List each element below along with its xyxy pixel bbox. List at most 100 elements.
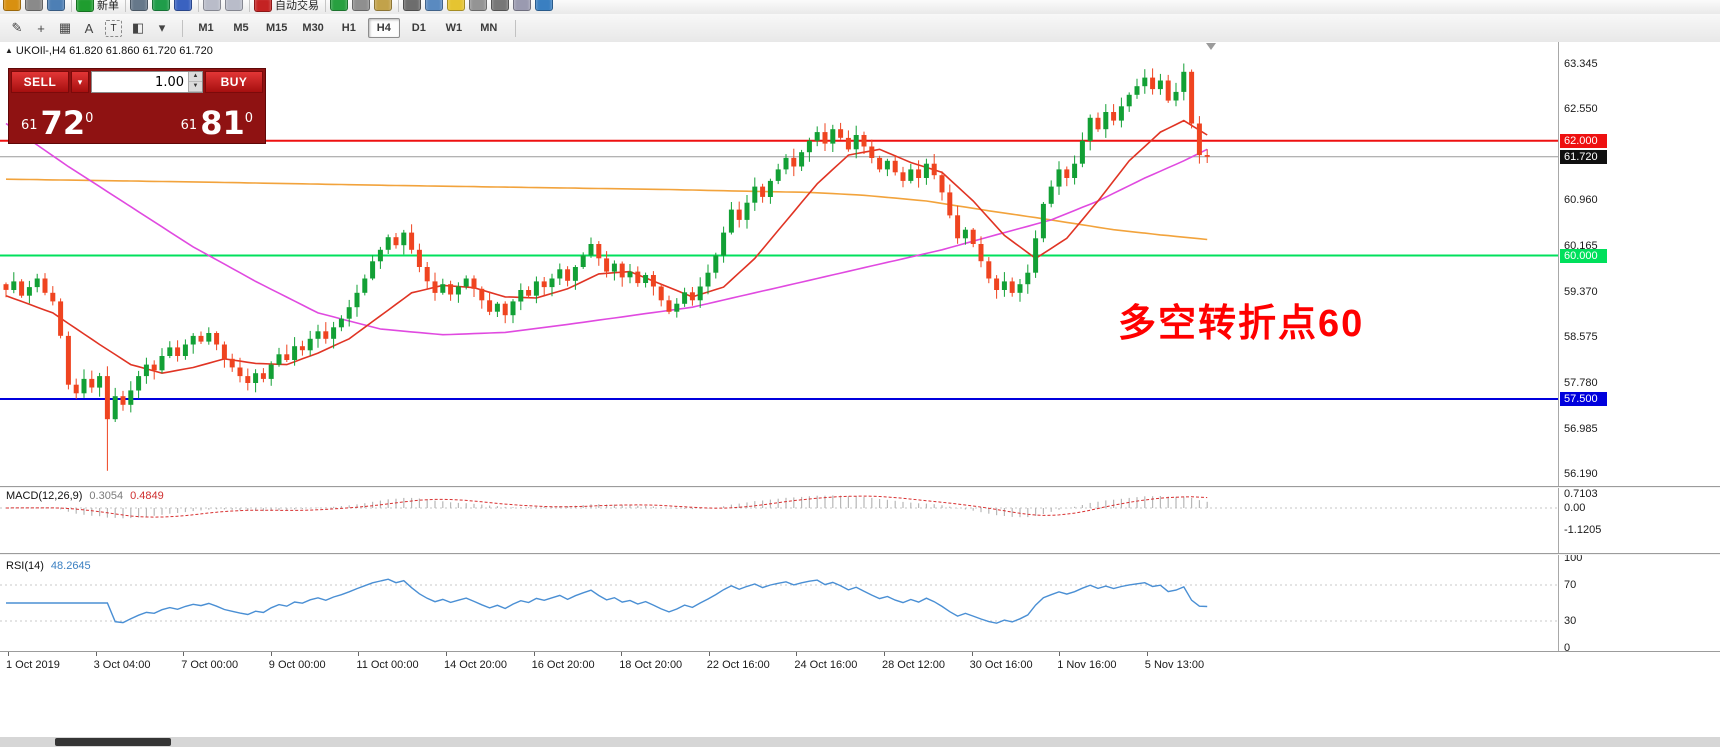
volume-increase-button[interactable]: ▲ bbox=[189, 72, 202, 82]
candle-body bbox=[994, 278, 1000, 290]
timeframe-h1[interactable]: H1 bbox=[341, 22, 356, 34]
top-toolbar: 新单 自动交易 bbox=[0, 0, 1720, 15]
market-watch-icon[interactable] bbox=[47, 0, 65, 11]
time-axis-label: 16 Oct 20:00 bbox=[531, 659, 595, 671]
one-click-trading-panel: SELL ▾ 1.00 ▲ ▼ BUY 61 72 0 61 81 0 bbox=[8, 68, 266, 144]
chart-area[interactable]: ▲ UKOIl-,H4 61.820 61.860 61.720 61.720 S… bbox=[0, 42, 1558, 652]
time-axis-tick bbox=[971, 652, 973, 656]
price-tick: 63.345 bbox=[1564, 57, 1598, 70]
candle-body bbox=[346, 307, 352, 319]
trade-panel-dropdown-button[interactable]: ▾ bbox=[71, 71, 89, 93]
terminal-window-icon[interactable] bbox=[403, 0, 421, 11]
sell-button[interactable]: SELL bbox=[11, 71, 69, 93]
time-axis-tick bbox=[796, 652, 798, 656]
timeframe-h4[interactable]: H4 bbox=[367, 18, 400, 38]
fullscreen-icon bbox=[491, 0, 509, 11]
timeframe-m15[interactable]: M15 bbox=[266, 22, 288, 34]
chart-shift-marker-icon[interactable] bbox=[1206, 43, 1216, 50]
time-axis-tick bbox=[884, 652, 885, 656]
zoom-in-icon[interactable] bbox=[203, 0, 221, 11]
tools-toolbar: ✎ + ▦ A T ◧ ▾ M1 M5 M15 M30 H1 H4 D1 W1 MN bbox=[0, 14, 1720, 43]
price-tag-60.000: 60.000 bbox=[1560, 248, 1607, 263]
time-axis[interactable]: 1 Oct 2019 3 Oct 04:00 7 Oct 00:00 9 Oct 00… bbox=[0, 651, 1720, 677]
candle-body bbox=[931, 163, 937, 176]
new-order-icon bbox=[76, 0, 94, 12]
help-icon[interactable] bbox=[535, 0, 553, 11]
templates-icon[interactable] bbox=[374, 0, 392, 11]
bid-price-big: 72 bbox=[40, 104, 86, 142]
bar-chart-icon[interactable] bbox=[130, 0, 148, 11]
timeframe-list-icon[interactable] bbox=[352, 0, 370, 11]
new-chart-icon[interactable] bbox=[3, 0, 21, 11]
fullscreen-icon[interactable] bbox=[491, 0, 509, 11]
metaeditor-icon[interactable] bbox=[447, 0, 465, 11]
indicators-icon[interactable] bbox=[330, 0, 348, 11]
autotrading-icon[interactable]: 自动交易 bbox=[254, 0, 319, 13]
timeframe-m30[interactable]: M30 bbox=[302, 22, 324, 34]
ask-price: 61 81 0 bbox=[180, 107, 253, 139]
candle-body bbox=[705, 272, 711, 287]
cursor-pencil-icon[interactable]: ✎ bbox=[11, 20, 23, 35]
macd-scale-tick: -1.1205 bbox=[1564, 524, 1602, 537]
candle-body bbox=[159, 356, 165, 371]
grid-style-icon[interactable]: ▦ bbox=[58, 20, 72, 35]
macd-panel-separator[interactable] bbox=[0, 486, 1720, 488]
candle-body bbox=[128, 390, 134, 405]
chevron-down-icon: ▾ bbox=[77, 76, 83, 87]
rsi-scale-tick: 70 bbox=[1564, 579, 1577, 591]
timeframe-d1[interactable]: D1 bbox=[411, 22, 426, 34]
ask-price-sup: 0 bbox=[244, 111, 253, 126]
candle-body bbox=[1009, 281, 1015, 293]
candle-body bbox=[588, 244, 594, 256]
metaeditor-icon bbox=[447, 0, 465, 11]
candle-body bbox=[175, 347, 181, 356]
ask-price-small: 61 bbox=[180, 118, 198, 133]
candle-body bbox=[471, 278, 477, 289]
timeframe-w1[interactable]: W1 bbox=[445, 22, 463, 34]
candle-body bbox=[806, 140, 812, 153]
candle-body bbox=[861, 135, 867, 147]
candle-body bbox=[260, 373, 266, 379]
candle-body bbox=[1072, 163, 1078, 178]
time-axis-tick bbox=[95, 652, 97, 656]
options-icon bbox=[469, 0, 487, 11]
timeframe-mn[interactable]: MN bbox=[480, 22, 498, 34]
new-order-icon[interactable]: 新单 bbox=[76, 0, 119, 13]
bottom-strip bbox=[0, 737, 1720, 747]
line-chart-icon[interactable] bbox=[174, 0, 192, 11]
time-axis-tick bbox=[708, 652, 710, 656]
text-tool-icon[interactable]: A bbox=[84, 20, 94, 36]
price-tick: 57.780 bbox=[1564, 376, 1598, 389]
timeframe-m1[interactable]: M1 bbox=[198, 22, 214, 34]
shapes-tool-icon[interactable]: ◧ bbox=[131, 20, 145, 35]
time-axis-label: 24 Oct 16:00 bbox=[794, 659, 858, 671]
shapes-dropdown-icon[interactable]: ▾ bbox=[158, 20, 166, 35]
candle-body bbox=[869, 146, 875, 158]
bar-chart-icon bbox=[130, 0, 148, 11]
time-axis-tick bbox=[1146, 652, 1148, 656]
zoom-out-icon[interactable] bbox=[225, 0, 243, 11]
volume-field[interactable]: 1.00 ▲ ▼ bbox=[91, 71, 203, 93]
candlestick-chart-icon[interactable] bbox=[152, 0, 170, 11]
candle-body bbox=[830, 129, 836, 144]
macd-name: MACD(12,26,9) bbox=[6, 490, 83, 502]
strategy-tester-icon[interactable] bbox=[425, 0, 443, 11]
crosshair-icon[interactable]: + bbox=[37, 20, 45, 36]
label-tool-icon[interactable]: T bbox=[105, 19, 122, 37]
symbol-ohlc-text: UKOIl-,H4 61.820 61.860 61.720 61.720 bbox=[15, 45, 213, 57]
price-tick: 59.370 bbox=[1564, 285, 1598, 298]
candle-body bbox=[455, 286, 461, 295]
tile-windows-icon[interactable] bbox=[513, 0, 531, 11]
candle-body bbox=[331, 327, 337, 339]
buy-button[interactable]: BUY bbox=[205, 71, 263, 93]
candle-body bbox=[112, 396, 118, 420]
options-icon[interactable] bbox=[469, 0, 487, 11]
chart-profiles-icon[interactable] bbox=[25, 0, 43, 11]
rsi-panel-separator[interactable] bbox=[0, 553, 1720, 555]
volume-decrease-button[interactable]: ▼ bbox=[189, 82, 202, 92]
time-axis-label: 18 Oct 20:00 bbox=[619, 659, 683, 671]
terminal-window-icon bbox=[403, 0, 421, 11]
candle-body bbox=[377, 249, 383, 262]
timeframe-m5[interactable]: M5 bbox=[233, 22, 249, 34]
price-scale[interactable]: 63.34562.55061.75560.96060.16559.37058.5… bbox=[1558, 42, 1720, 654]
